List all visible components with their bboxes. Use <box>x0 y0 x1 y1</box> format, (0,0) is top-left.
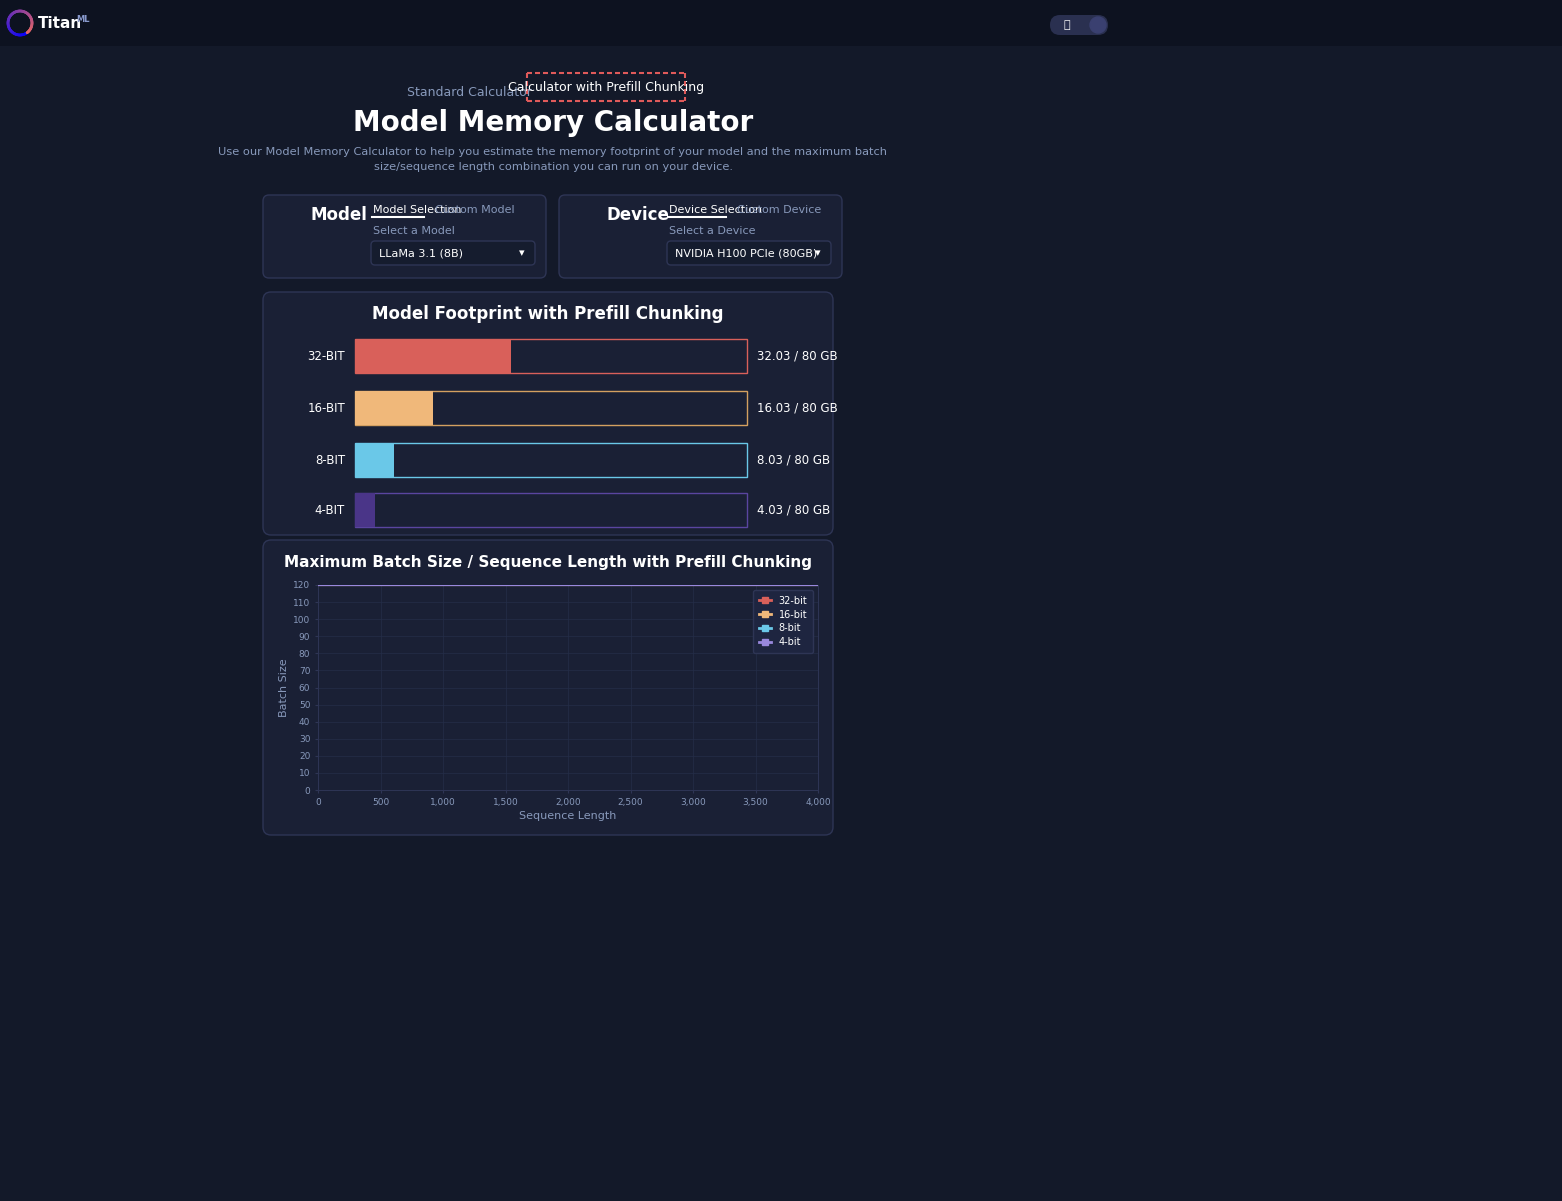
Text: Model Selection: Model Selection <box>373 205 461 215</box>
Text: Calculator with Prefill Chunking: Calculator with Prefill Chunking <box>508 80 704 94</box>
Bar <box>355 443 394 477</box>
Text: ML: ML <box>77 14 89 24</box>
FancyBboxPatch shape <box>559 195 842 277</box>
Text: 32-BIT: 32-BIT <box>308 349 345 363</box>
Bar <box>0 0 1562 46</box>
Text: 🌙: 🌙 <box>1064 20 1070 30</box>
Text: NVIDIA H100 PCIe (80GB): NVIDIA H100 PCIe (80GB) <box>675 247 817 258</box>
FancyBboxPatch shape <box>262 292 833 534</box>
FancyBboxPatch shape <box>262 540 833 835</box>
Text: 8-BIT: 8-BIT <box>316 454 345 466</box>
Bar <box>355 339 511 374</box>
Y-axis label: Batch Size: Batch Size <box>280 658 289 717</box>
Text: Custom Device: Custom Device <box>737 205 822 215</box>
FancyBboxPatch shape <box>372 241 536 265</box>
Bar <box>355 492 747 527</box>
Text: 8.03 / 80 GB: 8.03 / 80 GB <box>758 454 829 466</box>
Text: Device: Device <box>606 207 669 225</box>
Text: 32.03 / 80 GB: 32.03 / 80 GB <box>758 349 837 363</box>
FancyBboxPatch shape <box>262 195 547 277</box>
FancyBboxPatch shape <box>667 241 831 265</box>
FancyBboxPatch shape <box>1050 14 1107 35</box>
Text: ▾: ▾ <box>520 247 525 258</box>
Bar <box>355 492 375 527</box>
Bar <box>355 392 433 425</box>
Text: Standard Calculator: Standard Calculator <box>406 85 531 98</box>
Text: Custom Model: Custom Model <box>434 205 514 215</box>
Bar <box>355 443 747 477</box>
Text: 4.03 / 80 GB: 4.03 / 80 GB <box>758 503 831 516</box>
Circle shape <box>1090 17 1106 32</box>
Legend: 32-bit, 16-bit, 8-bit, 4-bit: 32-bit, 16-bit, 8-bit, 4-bit <box>753 590 814 653</box>
Text: Maximum Batch Size / Sequence Length with Prefill Chunking: Maximum Batch Size / Sequence Length wit… <box>284 555 812 569</box>
Text: Titan: Titan <box>37 16 83 30</box>
Text: Device Selection: Device Selection <box>669 205 762 215</box>
Text: LLaMa 3.1 (8B): LLaMa 3.1 (8B) <box>380 247 462 258</box>
Text: Select a Model: Select a Model <box>373 226 455 237</box>
Bar <box>355 339 747 374</box>
Text: Select a Device: Select a Device <box>669 226 756 237</box>
Text: Model Memory Calculator: Model Memory Calculator <box>353 109 753 137</box>
Text: 16.03 / 80 GB: 16.03 / 80 GB <box>758 401 837 414</box>
Text: 16-BIT: 16-BIT <box>308 401 345 414</box>
Text: Model Footprint with Prefill Chunking: Model Footprint with Prefill Chunking <box>372 305 723 323</box>
X-axis label: Sequence Length: Sequence Length <box>519 811 617 820</box>
Bar <box>355 392 747 425</box>
Text: size/sequence length combination you can run on your device.: size/sequence length combination you can… <box>373 162 733 172</box>
Text: ▾: ▾ <box>815 247 822 258</box>
Text: Use our Model Memory Calculator to help you estimate the memory footprint of you: Use our Model Memory Calculator to help … <box>219 147 887 157</box>
Text: Model: Model <box>309 207 367 225</box>
Text: 4-BIT: 4-BIT <box>316 503 345 516</box>
